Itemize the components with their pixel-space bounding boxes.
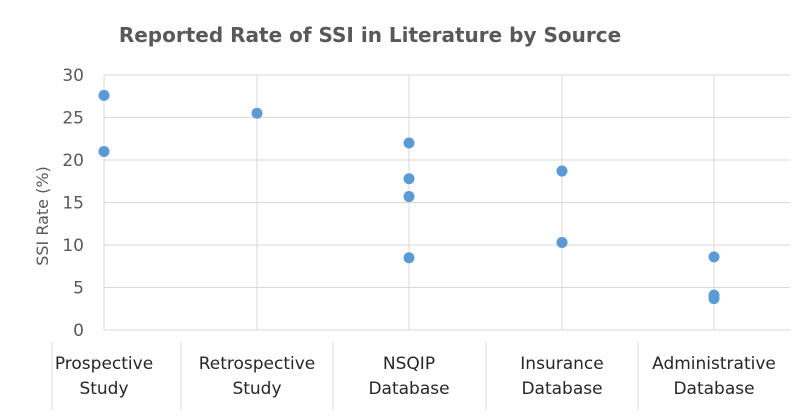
y-tick-label: 15 bbox=[62, 194, 84, 214]
y-tick-label: 10 bbox=[62, 236, 84, 256]
data-point bbox=[403, 252, 415, 264]
x-tick-label: Database bbox=[368, 379, 449, 399]
y-axis-label: SSI Rate (%) bbox=[33, 166, 52, 266]
data-points bbox=[98, 89, 720, 305]
x-tick-label: Insurance bbox=[520, 354, 603, 374]
grid-lines bbox=[103, 74, 790, 331]
data-point bbox=[708, 251, 720, 263]
data-point bbox=[556, 165, 568, 177]
x-tick-label: Study bbox=[232, 379, 281, 399]
data-point bbox=[556, 236, 568, 248]
x-tick-label: Database bbox=[521, 379, 602, 399]
y-tick-label: 0 bbox=[73, 321, 84, 341]
data-point bbox=[403, 173, 415, 185]
data-point bbox=[708, 293, 720, 305]
y-tick-label: 30 bbox=[62, 66, 84, 86]
x-tick-label: Database bbox=[673, 379, 754, 399]
y-tick-label: 25 bbox=[62, 109, 84, 129]
x-tick-label: Prospective bbox=[55, 354, 153, 374]
y-axis-ticks: 0 5 10 15 20 25 30 bbox=[62, 66, 84, 341]
data-point bbox=[98, 89, 110, 101]
y-tick-label: 20 bbox=[62, 151, 84, 171]
x-tick-label: Study bbox=[79, 379, 128, 399]
x-tick-label: Retrospective bbox=[199, 354, 316, 374]
chart-title: Reported Rate of SSI in Literature by So… bbox=[119, 23, 621, 47]
y-tick-label: 5 bbox=[73, 279, 84, 299]
x-axis-ticks: Prospective Study Retrospective Study NSQIP D… bbox=[55, 354, 776, 399]
x-tick-label: Administrative bbox=[652, 354, 776, 374]
category-separators bbox=[51, 342, 639, 410]
data-point bbox=[403, 191, 415, 203]
data-point bbox=[403, 137, 415, 149]
data-point bbox=[98, 146, 110, 157]
x-tick-label: NSQIP bbox=[383, 354, 435, 374]
data-point bbox=[251, 107, 263, 119]
